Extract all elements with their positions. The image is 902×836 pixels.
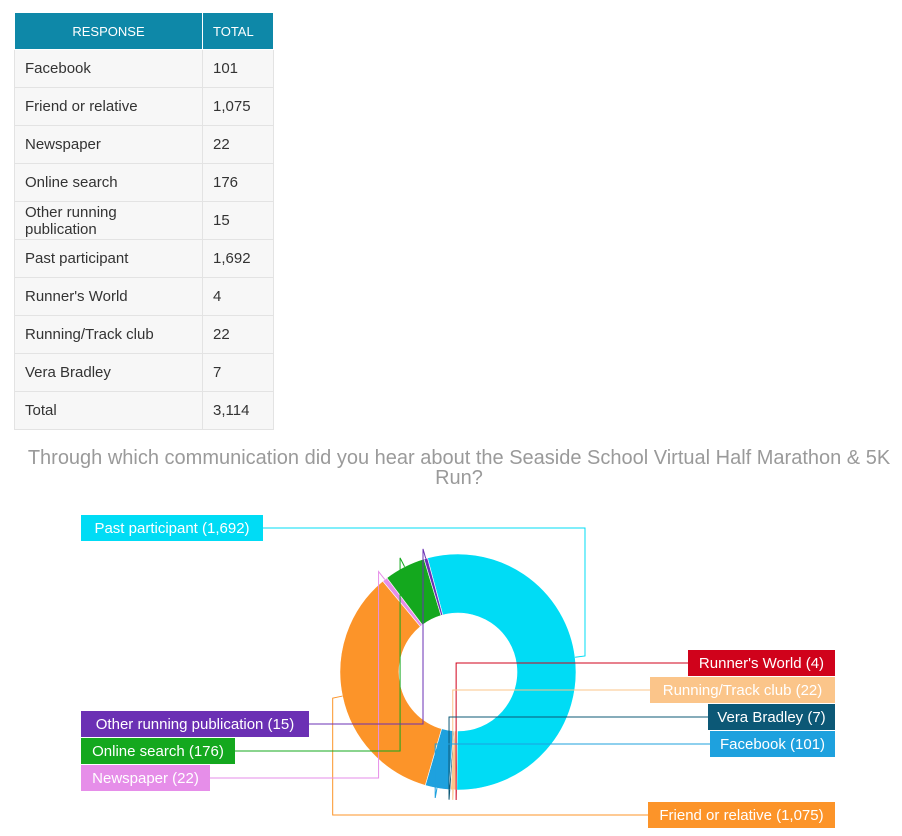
label-box — [650, 677, 835, 703]
data-label: Running/Track club (22) — [663, 682, 823, 699]
row-total: 3,114 — [202, 391, 274, 430]
connector-line — [235, 557, 406, 752]
connector-line — [455, 662, 688, 800]
label-box — [81, 738, 235, 764]
data-label: Newspaper (22) — [92, 770, 199, 787]
row-response: Running/Track club — [14, 315, 203, 354]
row-total: 4 — [202, 277, 274, 316]
row-total: 101 — [202, 49, 274, 88]
data-label: Other running publication (15) — [96, 716, 294, 733]
row-response: Total — [14, 391, 203, 430]
table-row: Running/Track club 22 — [14, 315, 274, 354]
data-label: Past participant (1,692) — [94, 520, 249, 537]
connector-line — [263, 527, 586, 658]
table-row: Newspaper 22 — [14, 125, 274, 164]
table-header-row: RESPONSE TOTAL — [14, 12, 274, 50]
label-box — [708, 704, 835, 730]
connector-line — [210, 570, 386, 779]
row-response: Friend or relative — [14, 87, 203, 126]
table-row: Other running publication 15 — [14, 201, 274, 240]
table-row: Online search 176 — [14, 163, 274, 202]
connector-line — [448, 716, 708, 800]
data-label: Friend or relative (1,075) — [659, 807, 823, 824]
data-label: Runner's World (4) — [699, 655, 824, 672]
header-total: TOTAL — [202, 12, 274, 50]
row-response: Other running publication — [14, 201, 203, 240]
data-label: Vera Bradley (7) — [717, 709, 825, 726]
data-label: Facebook (101) — [720, 736, 825, 753]
chart-title: Through which communication did you hear… — [27, 447, 891, 489]
label-box — [81, 515, 263, 541]
row-response: Past participant — [14, 239, 203, 278]
connector-line — [452, 689, 650, 800]
row-total: 22 — [202, 315, 274, 354]
row-response: Vera Bradley — [14, 353, 203, 392]
slice-friend-or-relative[interactable] — [339, 580, 443, 786]
row-total: 22 — [202, 125, 274, 164]
table-row-total: Total 3,114 — [14, 391, 274, 430]
response-table: RESPONSE TOTAL Facebook 101 Friend or re… — [14, 12, 274, 430]
table-row: Past participant 1,692 — [14, 239, 274, 278]
header-response: RESPONSE — [14, 12, 203, 50]
connector-line — [332, 695, 648, 816]
label-box — [710, 731, 835, 757]
label-box — [648, 802, 835, 828]
table-row: Vera Bradley 7 — [14, 353, 274, 392]
connector-line — [309, 548, 427, 725]
label-box — [688, 650, 835, 676]
label-box — [81, 711, 309, 737]
row-response: Online search — [14, 163, 203, 202]
row-total: 1,075 — [202, 87, 274, 126]
slice-other-running-publication[interactable] — [423, 557, 444, 616]
slice-past-participant[interactable] — [427, 553, 577, 791]
row-response: Newspaper — [14, 125, 203, 164]
data-label: Online search (176) — [92, 743, 224, 760]
row-total: 7 — [202, 353, 274, 392]
row-total: 176 — [202, 163, 274, 202]
connector-line — [434, 743, 710, 799]
table-row: Friend or relative 1,075 — [14, 87, 274, 126]
label-box — [81, 765, 210, 791]
